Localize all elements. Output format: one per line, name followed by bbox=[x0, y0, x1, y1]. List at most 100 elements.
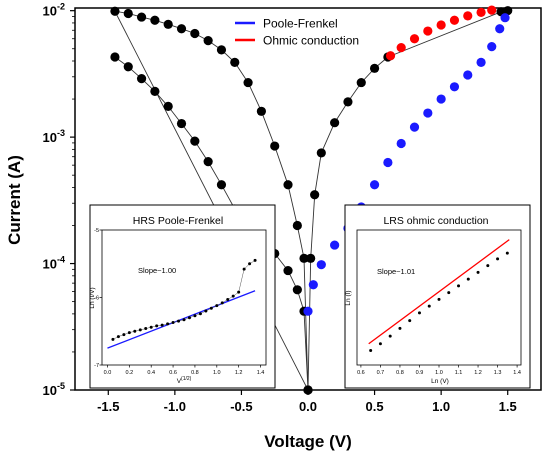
inset-x-tick-label: 0.6 bbox=[357, 370, 365, 376]
inset-data-point bbox=[231, 294, 235, 298]
inset-fit-line bbox=[368, 239, 510, 345]
inset-hrs-x-label-base: V bbox=[177, 378, 182, 385]
data-point bbox=[270, 141, 280, 151]
data-point bbox=[316, 148, 326, 158]
data-point bbox=[203, 157, 213, 167]
inset-data-point bbox=[496, 257, 500, 261]
data-point bbox=[316, 260, 326, 270]
inset-data-point bbox=[398, 326, 402, 330]
data-point bbox=[190, 28, 200, 39]
data-point bbox=[330, 118, 340, 128]
inset-y-tick-label: -5 bbox=[94, 228, 99, 234]
inset-data-point bbox=[457, 284, 461, 288]
data-point bbox=[230, 57, 240, 67]
inset-x-tick-label: 1.0 bbox=[435, 370, 443, 376]
data-point bbox=[463, 70, 473, 80]
x-tick-label: -1.5 bbox=[97, 399, 119, 414]
inset-hrs-x-label: V(1/2) bbox=[177, 376, 192, 385]
inset-data-point bbox=[253, 258, 257, 262]
inset-data-point bbox=[127, 331, 131, 335]
data-point bbox=[463, 11, 473, 21]
inset-data-point bbox=[160, 323, 164, 327]
data-point bbox=[163, 101, 173, 111]
data-point bbox=[409, 34, 420, 44]
data-point bbox=[150, 15, 160, 25]
inset-data-point bbox=[369, 349, 373, 353]
legend: Poole-Frenkel Ohmic conduction bbox=[235, 17, 359, 48]
inset-x-tick-label: 1.4 bbox=[513, 370, 521, 376]
data-point bbox=[369, 63, 380, 73]
data-point bbox=[383, 157, 393, 168]
legend-label-poole-frenkel: Poole-Frenkel bbox=[263, 17, 338, 31]
data-point bbox=[495, 24, 505, 34]
inset-data-point bbox=[505, 251, 509, 255]
inset-lrs-box bbox=[344, 204, 531, 389]
inset-data-point bbox=[209, 306, 213, 310]
data-point bbox=[216, 180, 227, 190]
y-tick-label-base: 10 bbox=[43, 383, 57, 398]
main-ticks: -1.5 -1.0 -0.5 0.0 0.5 1.0 1.510-510-410-310-2 bbox=[43, 2, 517, 414]
inset-lrs-title: LRS ohmic conduction bbox=[383, 215, 488, 227]
inset-data-point bbox=[171, 320, 175, 324]
data-point bbox=[308, 280, 318, 290]
inset-data-point bbox=[122, 333, 126, 337]
data-point bbox=[163, 19, 173, 29]
inset-x-tick-label: 1.1 bbox=[455, 370, 463, 376]
inset-data-point bbox=[388, 334, 392, 338]
inset-data-point bbox=[149, 325, 153, 329]
data-point bbox=[449, 82, 460, 92]
data-point bbox=[136, 74, 147, 84]
data-point bbox=[136, 12, 147, 22]
inset-x-tick-label: 0.8 bbox=[396, 370, 404, 376]
data-point bbox=[356, 77, 366, 88]
inset-data-point bbox=[133, 329, 137, 333]
inset-hrs: HRS Poole-Frenkel 0.0 0.2 0.4 0.6 0.8 1.0 1.2 1… bbox=[89, 204, 276, 389]
inset-data-point bbox=[155, 324, 159, 328]
inset-data-point bbox=[476, 270, 480, 274]
inset-hrs-plot: 0.0 0.2 0.4 0.6 0.8 1.0 1.2 1.4 -7 -6 -5 bbox=[94, 228, 264, 376]
inset-data-point bbox=[193, 314, 197, 318]
inset-x-tick-label: 1.2 bbox=[235, 370, 243, 376]
inset-data-point bbox=[408, 319, 412, 323]
data-point bbox=[396, 138, 406, 149]
data-point bbox=[409, 122, 420, 132]
y-tick-label-exponent: -5 bbox=[57, 381, 65, 391]
inset-data-point bbox=[226, 298, 230, 302]
x-tick-label: -0.5 bbox=[230, 399, 252, 414]
y-tick-label: 10-4 bbox=[43, 255, 65, 272]
data-point bbox=[423, 108, 433, 118]
y-tick-label-base: 10 bbox=[43, 130, 57, 145]
inset-hrs-annotation: Slope~1.00 bbox=[138, 266, 176, 275]
data-point bbox=[123, 8, 133, 19]
inset-data-point bbox=[437, 297, 441, 301]
inset-hrs-title: HRS Poole-Frenkel bbox=[133, 215, 223, 227]
inset-x-tick-label: 1.3 bbox=[494, 370, 502, 376]
data-point bbox=[176, 118, 187, 129]
inset-data-point bbox=[447, 291, 451, 295]
data-point bbox=[306, 253, 316, 263]
inset-lrs-x-label: Ln (V) bbox=[431, 378, 449, 385]
x-tick-label: 0.0 bbox=[299, 399, 317, 414]
inset-data-point bbox=[237, 290, 241, 294]
inset-hrs-box bbox=[89, 204, 276, 389]
data-point bbox=[436, 20, 446, 30]
inset-data-point bbox=[198, 312, 202, 316]
data-point bbox=[243, 77, 253, 88]
data-point bbox=[283, 265, 293, 276]
x-tick-label: 1.5 bbox=[499, 399, 517, 414]
y-axis-title: Current (A) bbox=[5, 155, 24, 245]
data-point bbox=[500, 13, 510, 23]
data-point bbox=[203, 35, 213, 46]
inset-hrs-x-label-sup: (1/2) bbox=[181, 376, 192, 382]
x-tick-label: 1.0 bbox=[432, 399, 450, 414]
inset-data-point bbox=[182, 318, 186, 322]
data-point bbox=[110, 6, 120, 16]
inset-lrs: LRS ohmic conduction 0.6 0.7 0.8 0.9 1.0 1.1 1… bbox=[344, 204, 531, 389]
inset-y-tick-label: -7 bbox=[94, 363, 99, 369]
inset-data-point bbox=[378, 342, 382, 346]
x-tick-label: 0.5 bbox=[366, 399, 384, 414]
inset-x-tick-label: 0.4 bbox=[147, 370, 155, 376]
data-point bbox=[150, 86, 160, 96]
